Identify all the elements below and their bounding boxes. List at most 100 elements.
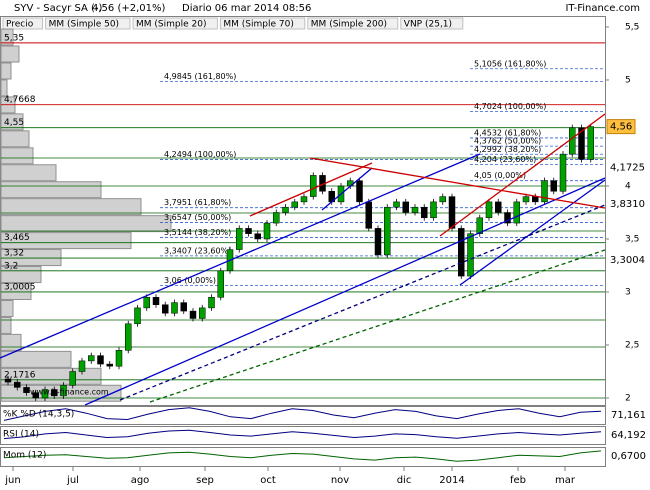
panel-title: RSI (14) bbox=[3, 430, 39, 440]
candle bbox=[208, 297, 215, 309]
moving-average bbox=[149, 249, 606, 403]
candle bbox=[291, 201, 298, 208]
candle bbox=[513, 201, 520, 224]
legend-label: Precio bbox=[6, 20, 34, 30]
period: Diario 06 mar 2014 08:56 bbox=[182, 3, 311, 14]
volume-bar bbox=[0, 62, 12, 80]
candle bbox=[115, 350, 123, 367]
candle bbox=[532, 196, 539, 203]
candle bbox=[356, 180, 363, 203]
volume-bar bbox=[0, 164, 57, 182]
brand: IT-Finance.com bbox=[565, 3, 640, 14]
y-tick-label: 3,5 bbox=[625, 234, 639, 244]
candle bbox=[559, 153, 567, 192]
candle bbox=[467, 233, 474, 277]
candle bbox=[430, 201, 437, 219]
candle bbox=[374, 228, 382, 256]
layers: Precio MM (Simple 50) MM (Simple 20) MM (Si… bbox=[0, 17, 646, 486]
indicator-line bbox=[3, 407, 602, 421]
candle bbox=[88, 355, 95, 362]
legend-box bbox=[400, 17, 464, 30]
candle bbox=[78, 360, 86, 372]
y-tick-label: 5 bbox=[625, 75, 631, 85]
fib-label: 3,5144 (38,20%) bbox=[164, 228, 231, 237]
price-level-label: 3,0005 bbox=[4, 282, 36, 292]
candle bbox=[541, 180, 548, 203]
fib-label: 3,3407 (23,60%) bbox=[164, 246, 231, 255]
candle bbox=[263, 222, 271, 240]
candle bbox=[587, 126, 594, 160]
candle bbox=[162, 304, 169, 314]
x-tick-label: 2014 bbox=[439, 475, 464, 486]
x-tick-label: dic bbox=[397, 475, 412, 486]
candle bbox=[384, 206, 391, 256]
legend-label: MM (Simple 20) bbox=[136, 20, 206, 30]
x-tick-label: jul bbox=[66, 475, 79, 486]
volume-bar bbox=[0, 249, 62, 267]
candle bbox=[550, 180, 557, 192]
candle bbox=[189, 310, 197, 319]
trend-line bbox=[84, 177, 606, 406]
price-level-label: 4,7668 bbox=[4, 95, 36, 105]
panel-frame bbox=[0, 406, 606, 425]
fib-label: 3,6547 (50,00%) bbox=[164, 213, 231, 222]
panel-frame bbox=[0, 426, 606, 445]
candle bbox=[245, 228, 252, 234]
legend-box bbox=[132, 17, 218, 30]
legend-label: MM (Simple 70) bbox=[223, 20, 293, 30]
legend-label: MM (Simple 200) bbox=[311, 20, 387, 30]
y-tick-label: 2,5 bbox=[625, 340, 639, 350]
price-level-label: 2,1716 bbox=[4, 370, 36, 380]
candle bbox=[495, 201, 502, 213]
volume-bar bbox=[0, 181, 102, 199]
candle bbox=[411, 206, 419, 213]
candle bbox=[254, 233, 261, 240]
fib-label: 4,2992 (38,20%) bbox=[474, 145, 541, 154]
panel-frame bbox=[0, 447, 606, 467]
candle bbox=[97, 355, 104, 365]
candle bbox=[439, 196, 446, 203]
volume-bar bbox=[0, 113, 24, 131]
volume-bar bbox=[0, 333, 22, 351]
x-tick-label: oct bbox=[260, 475, 276, 486]
symbol: SYV - Sacyr SA (-) bbox=[14, 3, 103, 14]
fib-label: 4,2494 (100,00%) bbox=[164, 150, 236, 159]
volume-bar bbox=[0, 130, 30, 148]
candle bbox=[393, 201, 400, 208]
candle bbox=[4, 378, 12, 383]
panel-title: %K %D (14,3,5) bbox=[3, 410, 74, 420]
indicator-line bbox=[3, 450, 602, 462]
y-tick-label: 2 bbox=[625, 394, 631, 404]
volume-bar bbox=[0, 147, 34, 165]
watermark: www.it-finance.com bbox=[30, 388, 109, 397]
moving-average bbox=[119, 204, 606, 401]
candle bbox=[402, 201, 409, 213]
indicator-line bbox=[3, 429, 602, 440]
candle bbox=[569, 127, 576, 155]
candle bbox=[32, 392, 39, 399]
volume-bar bbox=[0, 215, 172, 233]
x-tick-label: ago bbox=[131, 475, 150, 486]
y-tick-label: 4 bbox=[625, 181, 631, 191]
candle bbox=[106, 363, 113, 367]
candle bbox=[504, 212, 511, 224]
legend-box bbox=[307, 17, 399, 30]
volume-bar bbox=[0, 232, 132, 250]
volume-bar bbox=[0, 316, 12, 334]
volume-bar bbox=[0, 28, 14, 46]
candle bbox=[300, 196, 308, 203]
x-tick-label: feb bbox=[510, 475, 526, 486]
y-tick-label: 5,5 bbox=[625, 22, 639, 32]
panel-title: Mom (12) bbox=[3, 451, 46, 461]
candle bbox=[458, 228, 465, 277]
x-tick-label: sep bbox=[196, 475, 214, 486]
panel-last: 71,161 bbox=[611, 410, 646, 421]
price-tag: 4,1725 bbox=[610, 163, 645, 174]
trend-lines bbox=[0, 113, 606, 406]
candle bbox=[485, 201, 493, 219]
fib-label: 4,7024 (100,00%) bbox=[474, 102, 546, 111]
price-level-label: 3,465 bbox=[4, 233, 30, 243]
candle bbox=[152, 297, 160, 305]
candle bbox=[134, 307, 141, 325]
